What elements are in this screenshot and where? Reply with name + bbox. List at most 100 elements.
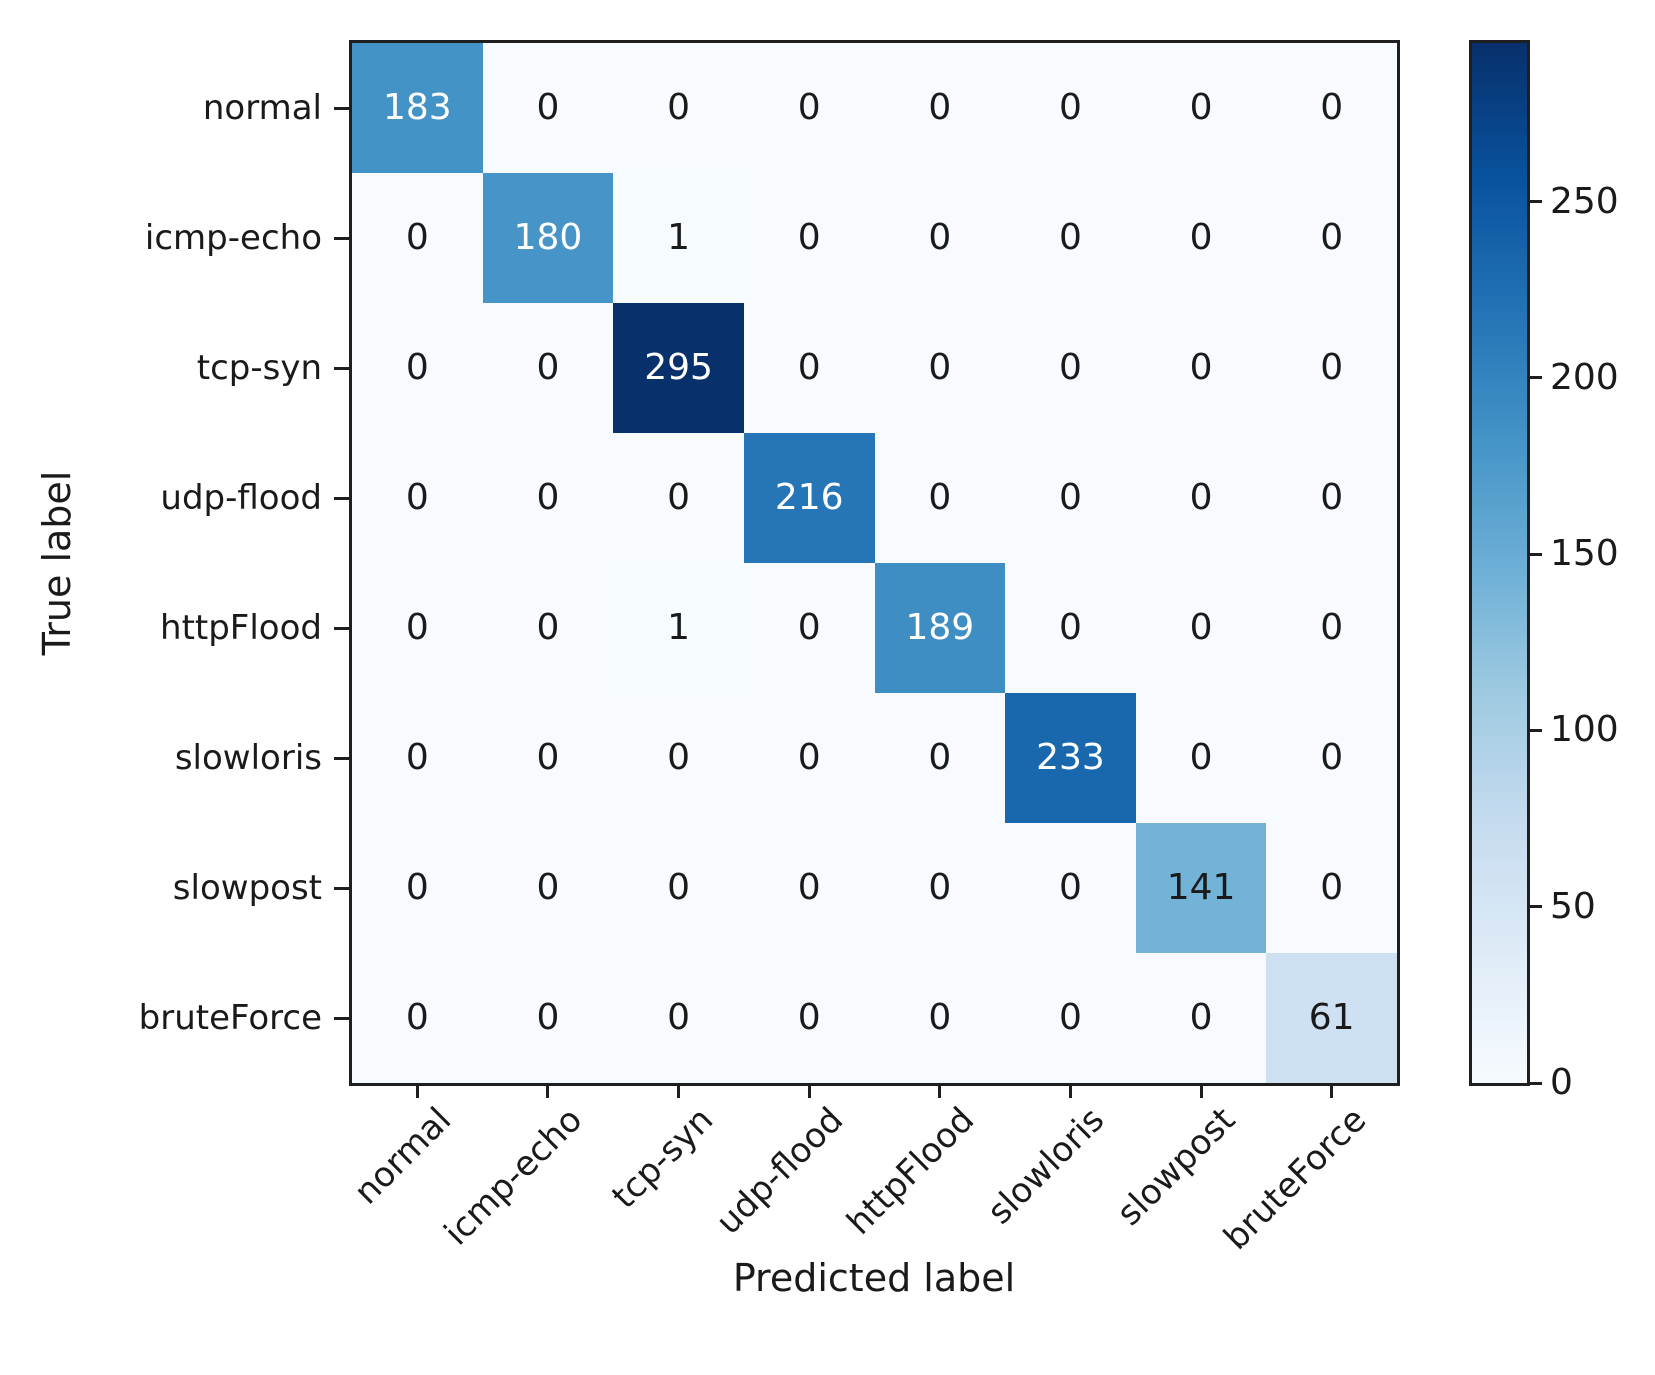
x-tick-label: udp-flood: [708, 1099, 852, 1243]
colorbar: [1469, 40, 1530, 1086]
heatmap-cell: 0: [1266, 173, 1397, 303]
heatmap-cell: 0: [352, 303, 483, 433]
heatmap-cell: 0: [743, 823, 875, 953]
colorbar-tick-label: 100: [1550, 709, 1619, 751]
tick-mark: [1068, 1083, 1072, 1098]
heatmap-cell: 0: [874, 953, 1006, 1083]
x-axis-title: Predicted label: [732, 1256, 1016, 1300]
x-tick-label: bruteForce: [1215, 1099, 1374, 1258]
heatmap-cell: 141: [1135, 823, 1267, 953]
colorbar-tick-label: 50: [1550, 885, 1596, 927]
heatmap-cell: 0: [1266, 563, 1397, 693]
heatmap-cell: 0: [743, 173, 875, 303]
heatmap-cell: 0: [352, 953, 483, 1083]
x-tick-label: normal: [346, 1099, 460, 1213]
heatmap-cell: 216: [743, 433, 875, 563]
heatmap-cell: 1: [613, 173, 744, 303]
tick-mark: [807, 1083, 811, 1098]
colorbar-tick-label: 0: [1550, 1062, 1573, 1103]
heatmap-plot-area: 183 0 0 0 0 0 0 0 0 180 1 0 0 0 0 0 0 0 295 0 0 0 0 0 0 0 0 216 0 0 0 0…: [349, 40, 1400, 1086]
heatmap-cell: 295: [613, 303, 744, 433]
heatmap-cell: 0: [1266, 43, 1397, 173]
heatmap-cell: 0: [743, 693, 875, 823]
colorbar-tick-mark: [1527, 200, 1542, 204]
heatmap-cell: 0: [352, 433, 483, 563]
y-tick-label: httpFlood: [160, 608, 322, 648]
tick-mark: [334, 626, 349, 630]
colorbar-tick-mark: [1527, 905, 1542, 909]
tick-mark: [415, 1083, 419, 1098]
x-tick-label: httpFlood: [839, 1099, 982, 1243]
heatmap-cell: 0: [874, 823, 1006, 953]
heatmap-cell: 0: [1005, 43, 1136, 173]
heatmap-cell: 61: [1266, 953, 1397, 1083]
tick-mark: [334, 886, 349, 890]
heatmap-cell: 0: [1135, 953, 1267, 1083]
heatmap-cell: 0: [613, 823, 744, 953]
heatmap-grid: 183 0 0 0 0 0 0 0 0 180 1 0 0 0 0 0 0 0 295 0 0 0 0 0 0 0 0 216 0 0 0 0…: [352, 43, 1397, 1083]
colorbar-gradient: [1472, 43, 1527, 1083]
heatmap-cell: 0: [352, 563, 483, 693]
heatmap-cell: 0: [874, 433, 1006, 563]
colorbar-tick-mark: [1527, 1081, 1542, 1085]
tick-mark: [1199, 1083, 1203, 1098]
heatmap-cell: 183: [352, 43, 483, 173]
colorbar-tick-mark: [1527, 728, 1542, 732]
heatmap-cell: 0: [1135, 563, 1267, 693]
tick-mark: [334, 236, 349, 240]
y-tick-label: icmp-echo: [144, 218, 322, 258]
heatmap-cell: 0: [482, 563, 614, 693]
y-tick-label: udp-flood: [160, 478, 322, 518]
y-tick-label: slowloris: [174, 738, 322, 778]
heatmap-cell: 180: [482, 173, 614, 303]
heatmap-cell: 0: [1005, 953, 1136, 1083]
heatmap-cell: 0: [1266, 303, 1397, 433]
heatmap-cell: 0: [482, 693, 614, 823]
heatmap-cell: 0: [352, 173, 483, 303]
heatmap-cell: 0: [743, 303, 875, 433]
heatmap-cell: 0: [1266, 823, 1397, 953]
heatmap-cell: 189: [874, 563, 1006, 693]
heatmap-cell: 0: [613, 953, 744, 1083]
colorbar-tick-label: 200: [1550, 356, 1619, 398]
tick-mark: [1330, 1083, 1334, 1098]
tick-mark: [334, 106, 349, 110]
heatmap-cell: 0: [874, 693, 1006, 823]
heatmap-cell: 0: [482, 433, 614, 563]
tick-mark: [334, 756, 349, 760]
colorbar-tick-label: 150: [1550, 533, 1619, 575]
y-tick-label: bruteForce: [138, 998, 322, 1038]
heatmap-cell: 0: [482, 43, 614, 173]
heatmap-cell: 0: [1005, 823, 1136, 953]
heatmap-cell: 0: [874, 303, 1006, 433]
heatmap-cell: 0: [874, 173, 1006, 303]
x-tick-label: icmp-echo: [436, 1099, 591, 1254]
heatmap-cell: 0: [1135, 173, 1267, 303]
heatmap-cell: 0: [1135, 433, 1267, 563]
heatmap-cell: 0: [874, 43, 1006, 173]
y-tick-label: normal: [202, 88, 322, 128]
heatmap-cell: 0: [482, 823, 614, 953]
heatmap-cell: 0: [613, 693, 744, 823]
tick-mark: [677, 1083, 681, 1098]
heatmap-cell: 0: [1135, 303, 1267, 433]
heatmap-cell: 0: [482, 953, 614, 1083]
y-tick-label: tcp-syn: [196, 348, 322, 388]
colorbar-tick-label: 250: [1550, 180, 1619, 222]
tick-mark: [334, 366, 349, 370]
heatmap-cell: 0: [1005, 173, 1136, 303]
heatmap-cell: 0: [482, 303, 614, 433]
tick-mark: [334, 1016, 349, 1020]
heatmap-cell: 0: [743, 43, 875, 173]
tick-mark: [546, 1083, 550, 1098]
heatmap-cell: 0: [352, 823, 483, 953]
x-tick-label: tcp-syn: [603, 1099, 721, 1217]
y-tick-label: slowpost: [172, 868, 322, 908]
heatmap-cell: 0: [352, 693, 483, 823]
colorbar-tick-mark: [1527, 552, 1542, 556]
heatmap-cell: 0: [743, 953, 875, 1083]
heatmap-cell: 233: [1005, 693, 1136, 823]
heatmap-cell: 0: [1266, 433, 1397, 563]
x-tick-label: slowloris: [980, 1099, 1113, 1233]
